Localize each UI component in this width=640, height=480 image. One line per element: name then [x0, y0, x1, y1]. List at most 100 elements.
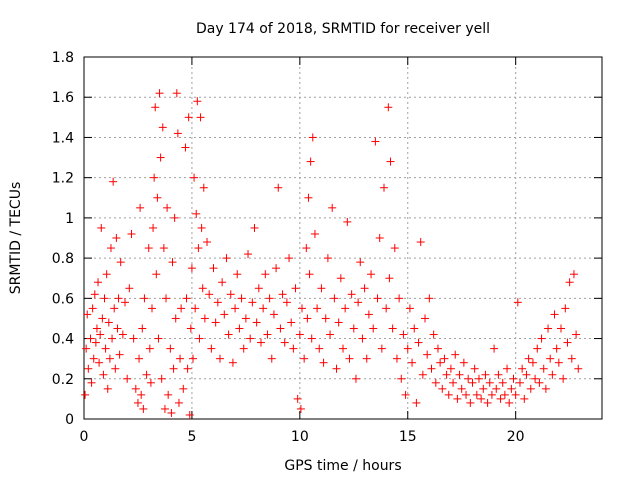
y-tick-label: 1 [65, 211, 74, 227]
data-point [300, 354, 309, 363]
data-point [105, 354, 114, 363]
data-point [252, 318, 261, 327]
data-point [414, 338, 423, 347]
data-point [561, 304, 570, 313]
data-point [518, 364, 527, 373]
data-point [147, 304, 156, 313]
data-point [272, 264, 281, 273]
data-point [157, 374, 166, 383]
data-point [168, 258, 177, 267]
data-point [256, 338, 265, 347]
data-point [84, 364, 93, 373]
data-point [110, 304, 119, 313]
data-point [377, 344, 386, 353]
data-point [310, 229, 319, 238]
data-point [254, 284, 263, 293]
y-tick-label: 0.8 [52, 251, 74, 267]
data-point [91, 338, 100, 347]
data-point [559, 374, 568, 383]
data-point [291, 284, 300, 293]
data-point [125, 284, 134, 293]
data-point [537, 334, 546, 343]
data-point [173, 129, 182, 138]
data-point [196, 113, 205, 122]
data-point [567, 354, 576, 363]
data-point [280, 338, 289, 347]
data-point [317, 284, 326, 293]
data-point [385, 274, 394, 283]
data-point [151, 103, 160, 112]
data-point [569, 270, 578, 279]
y-tick-label: 1.4 [52, 130, 74, 146]
data-point [95, 358, 104, 367]
data-point [136, 203, 145, 212]
data-point [548, 370, 557, 379]
data-point [535, 378, 544, 387]
data-point [164, 390, 173, 399]
data-point [123, 374, 132, 383]
data-point [116, 258, 125, 267]
y-axis-ticks: 0 0.2 0.4 0.6 0.8 1 1.2 1.4 1.6 1.8 [52, 50, 602, 428]
data-point [304, 193, 313, 202]
data-point [112, 234, 121, 242]
data-point [468, 378, 477, 387]
data-point [546, 354, 555, 363]
data-point [315, 344, 324, 353]
data-point [403, 344, 412, 353]
data-point [114, 294, 123, 303]
x-tick-label: 15 [399, 429, 417, 445]
data-point [556, 324, 565, 333]
data-point [410, 324, 419, 333]
data-point [203, 238, 212, 247]
data-point [172, 89, 181, 98]
data-point [360, 284, 369, 293]
data-point [305, 270, 314, 279]
data-point [481, 370, 490, 379]
data-point [487, 390, 496, 399]
data-point [492, 384, 501, 393]
data-point [185, 410, 194, 419]
data-point [101, 344, 110, 353]
data-point [127, 229, 136, 238]
data-point [503, 364, 512, 373]
data-point [137, 390, 146, 399]
data-point [293, 394, 302, 403]
data-point [146, 378, 155, 387]
data-point [306, 157, 315, 166]
data-point [149, 223, 158, 232]
data-point [109, 177, 118, 186]
y-tick-label: 0.6 [52, 291, 74, 307]
data-point [231, 304, 240, 313]
data-point [380, 183, 389, 192]
data-point [373, 294, 382, 303]
data-point [408, 358, 417, 367]
data-point [319, 358, 328, 367]
data-point [237, 294, 246, 303]
y-tick-label: 1.8 [52, 50, 74, 66]
data-point [343, 217, 352, 226]
data-point [209, 264, 218, 273]
y-tick-label: 0 [65, 412, 74, 428]
data-point [522, 370, 531, 379]
data-point [86, 334, 95, 343]
data-point [515, 378, 524, 387]
grid-lines [84, 57, 602, 419]
data-point [190, 173, 199, 182]
data-point [416, 238, 425, 247]
data-point [401, 390, 410, 399]
data-point [250, 223, 259, 232]
data-point [323, 254, 332, 263]
data-point [433, 344, 442, 353]
data-point [138, 324, 147, 333]
data-point [92, 324, 101, 333]
data-point [177, 304, 186, 313]
data-point [166, 344, 175, 353]
data-point [321, 314, 330, 323]
data-point [308, 133, 317, 142]
data-point [528, 358, 537, 367]
data-point [485, 378, 494, 387]
data-point [244, 250, 253, 259]
data-point [375, 234, 384, 242]
data-point [520, 394, 529, 403]
plot-border [83, 56, 603, 420]
